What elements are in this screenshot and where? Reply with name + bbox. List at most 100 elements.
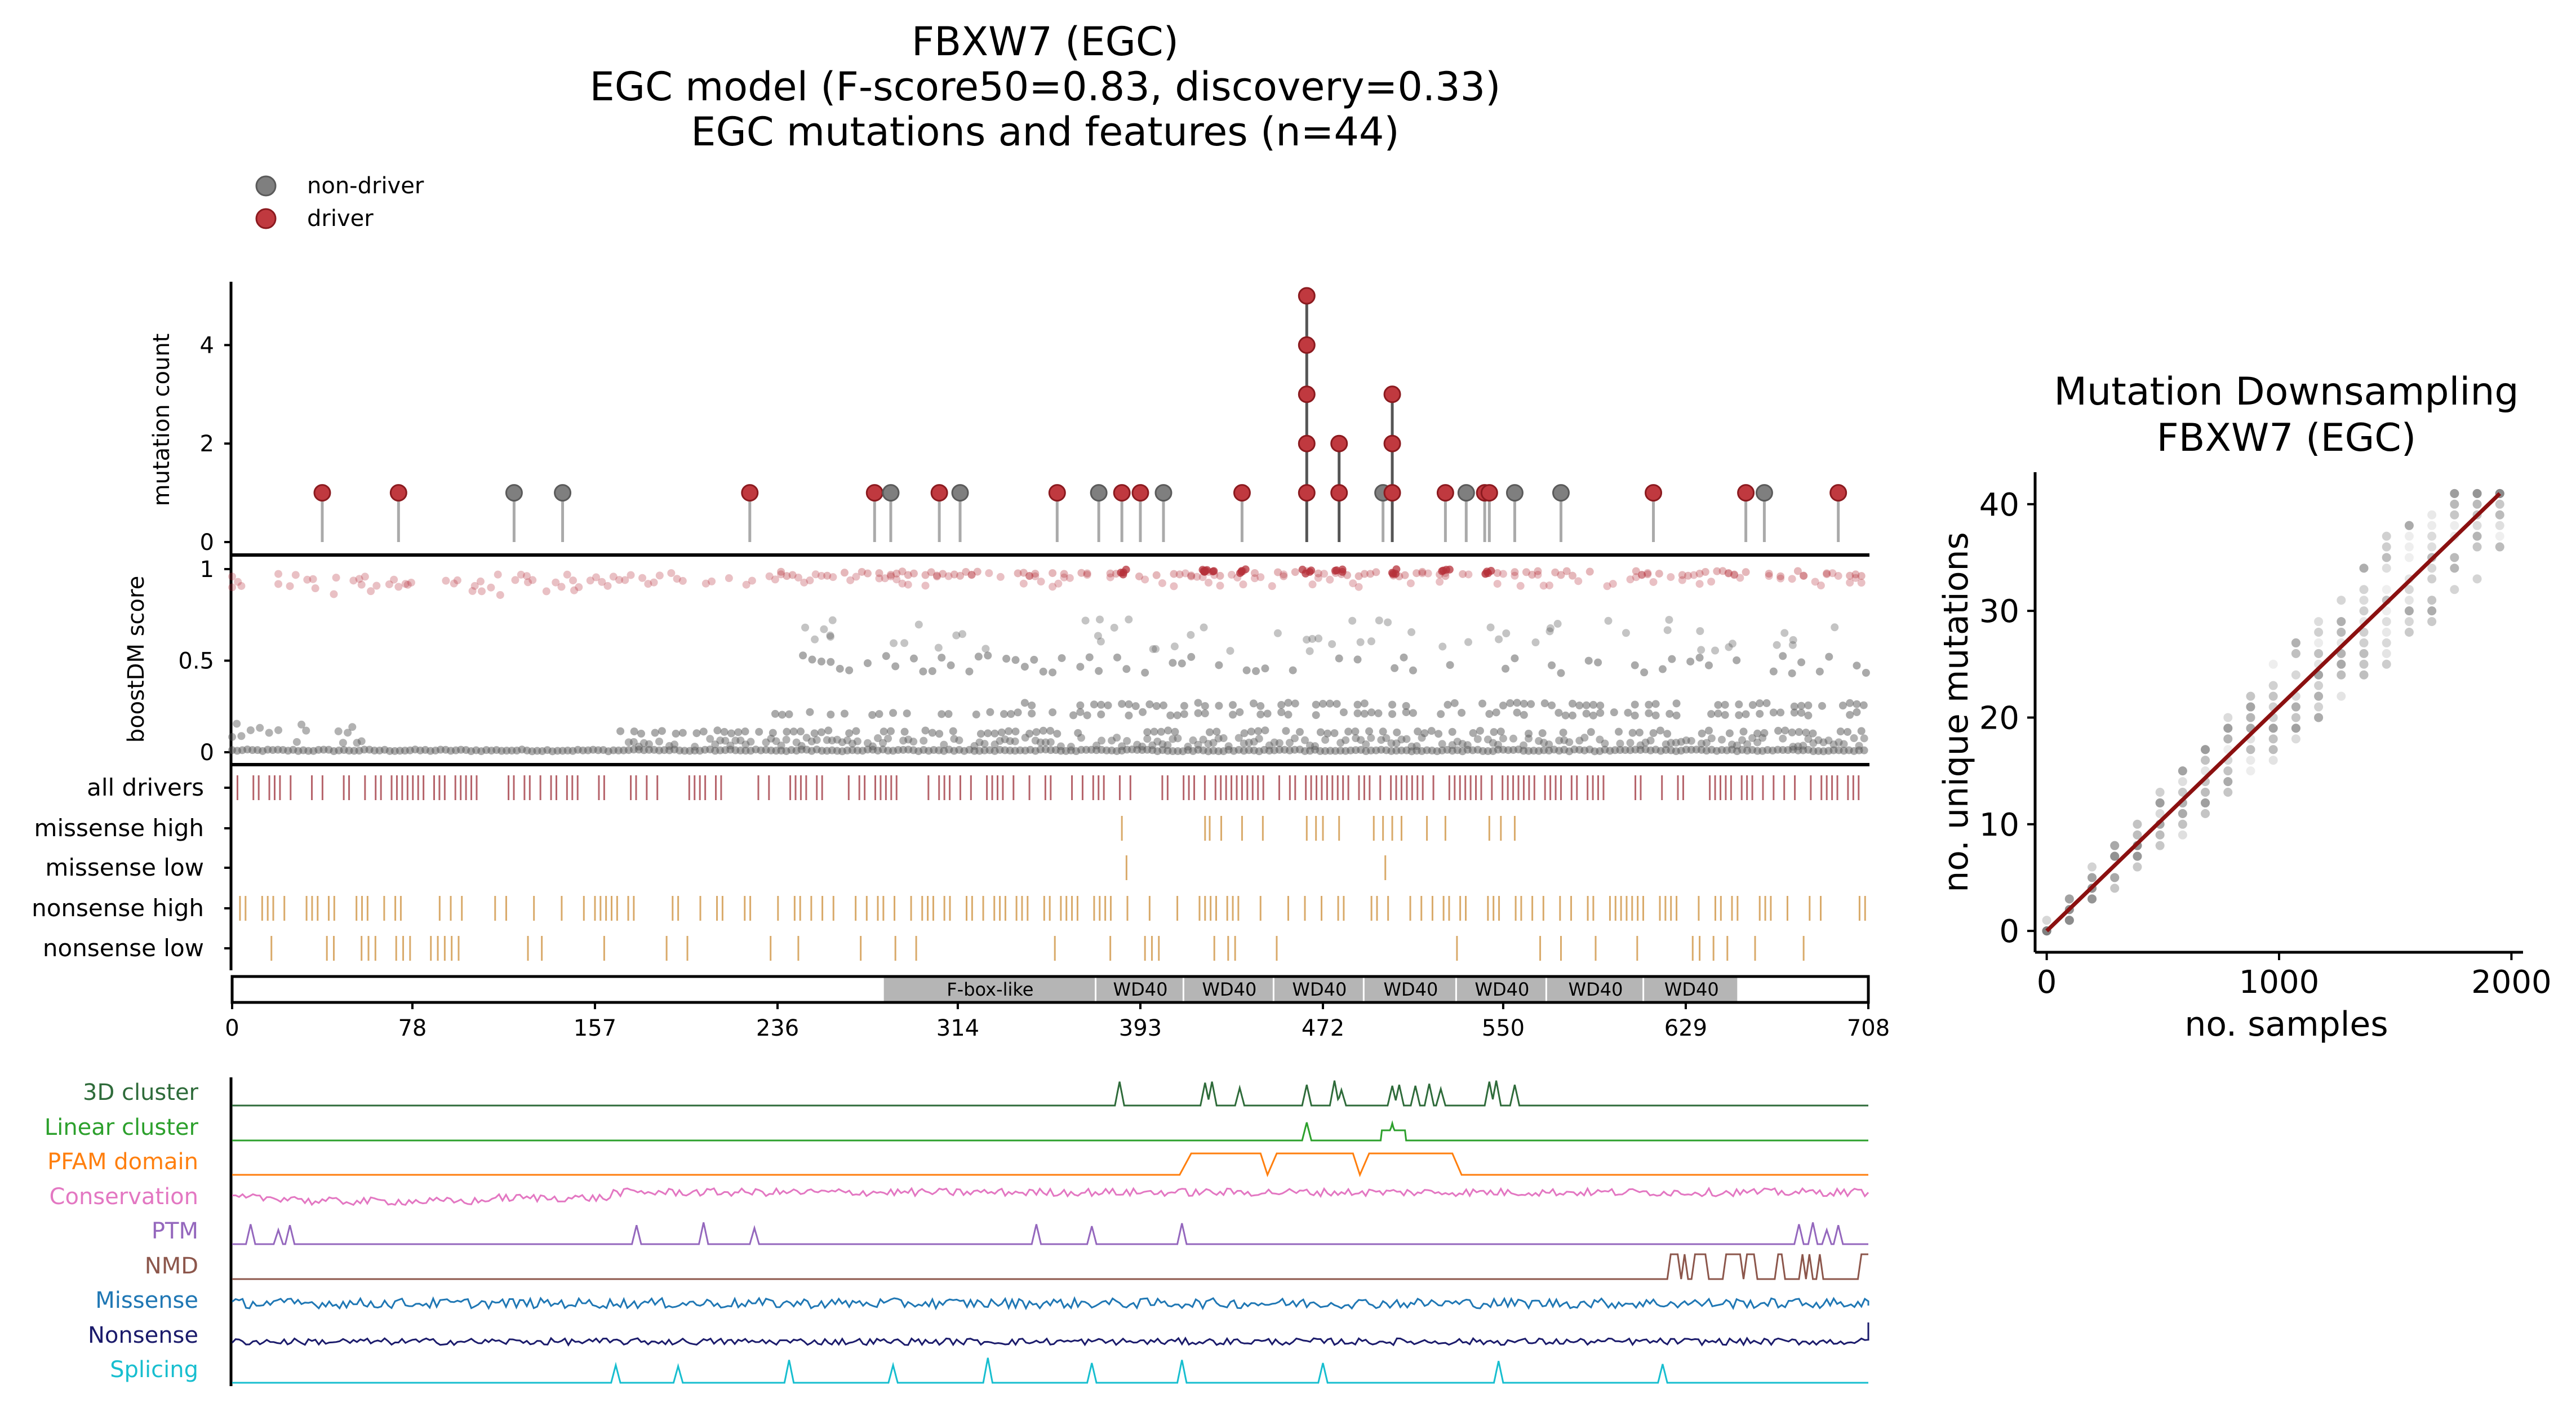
boostdm-point xyxy=(1445,565,1454,574)
downsampling-point xyxy=(2110,851,2120,861)
domain-label: WD40 xyxy=(1664,979,1719,1000)
boostdm-point xyxy=(1353,655,1362,664)
downsampling-point xyxy=(2110,841,2120,850)
downsampling-point xyxy=(2337,670,2346,680)
domain-box xyxy=(1547,978,1643,1001)
boostdm-point xyxy=(921,582,930,590)
downsampling-point xyxy=(2178,819,2187,829)
downsampling-point xyxy=(2133,862,2142,872)
boostdm-point xyxy=(1776,574,1785,583)
boostdm-point xyxy=(1531,638,1540,647)
boostdm-point xyxy=(1256,573,1265,582)
downsampling-point xyxy=(2450,510,2459,520)
boostdm-point xyxy=(939,570,947,578)
boostdm-point xyxy=(928,729,936,737)
boostdm-point xyxy=(1157,727,1165,736)
feature-lines xyxy=(231,1080,1869,1384)
boostdm-point xyxy=(524,578,532,587)
boostdm-point xyxy=(843,736,851,744)
boostdm-point xyxy=(1397,735,1406,744)
boostdm-point xyxy=(1135,572,1143,580)
boostdm-point xyxy=(349,576,358,585)
downsampling-point xyxy=(2472,489,2482,498)
downsampling-point xyxy=(2291,649,2300,658)
boostdm-point xyxy=(1330,729,1339,738)
boostdm-point xyxy=(673,575,681,583)
boostdm-point xyxy=(986,708,994,716)
downsampling-point xyxy=(2450,499,2459,509)
downsampling-point xyxy=(2359,585,2369,594)
boostdm-point xyxy=(234,578,242,586)
downsampling-point xyxy=(2178,809,2187,818)
boostdm-point xyxy=(1448,741,1456,749)
boostdm-point xyxy=(1400,653,1408,662)
downsampling-point xyxy=(2088,873,2097,882)
boostdm-point xyxy=(875,710,883,718)
boostdm-point xyxy=(974,652,983,661)
downsampling-point xyxy=(2110,851,2120,861)
boostdm-point xyxy=(1360,709,1369,718)
downsampling-point xyxy=(2359,649,2369,658)
boostdm-point xyxy=(1846,699,1854,707)
downsampling-y-tick-label: 30 xyxy=(1979,593,2019,630)
boostdm-point xyxy=(1178,659,1186,668)
downsampling-point xyxy=(2472,542,2482,552)
boostdm-point xyxy=(621,576,629,584)
boostdm-point xyxy=(985,569,993,578)
boostdm-point xyxy=(1802,729,1810,737)
boostdm-point xyxy=(1316,728,1325,736)
boostdm-point xyxy=(1690,571,1698,579)
downsampling-point xyxy=(2223,723,2233,733)
downsampling-point xyxy=(2450,553,2459,562)
boostdm-point xyxy=(1603,582,1611,591)
boostdm-point xyxy=(1502,629,1511,637)
downsampling-point xyxy=(2404,617,2414,627)
downsampling-point xyxy=(2268,723,2278,733)
downsampling-point xyxy=(2178,788,2187,797)
boostdm-point xyxy=(827,711,835,719)
downsampling-point xyxy=(2223,723,2233,733)
feature-labels: 3D cluster Linear cluster PFAM domain Conse… xyxy=(45,1080,199,1383)
boostdm-point xyxy=(1748,734,1757,742)
boostdm-point xyxy=(1247,727,1255,736)
boostdm-point xyxy=(1835,738,1843,747)
boostdm-point xyxy=(765,572,774,580)
boostdm-point xyxy=(1656,726,1664,735)
boostdm-point xyxy=(789,727,798,736)
downsampling-point xyxy=(2495,542,2504,552)
boostdm-point xyxy=(1444,700,1452,709)
downsampling-point xyxy=(2268,691,2278,701)
boostdm-point xyxy=(827,658,835,666)
boostdm-point xyxy=(670,740,679,749)
boostdm-point xyxy=(1153,738,1162,746)
boostdm-point xyxy=(909,738,918,746)
boostdm-point xyxy=(1388,710,1397,718)
boostdm-point xyxy=(898,579,907,588)
boostdm-point xyxy=(852,572,860,581)
boostdm-point xyxy=(921,726,930,735)
downsampling-point xyxy=(2223,777,2233,787)
boostdm-point xyxy=(1818,702,1826,710)
boostdm-point xyxy=(1855,742,1863,750)
boostdm-point xyxy=(725,574,733,583)
downsampling-point xyxy=(2427,596,2437,605)
boostdm-point xyxy=(881,574,889,583)
boostdm-point xyxy=(1668,655,1676,663)
boostdm-point xyxy=(1651,700,1660,708)
title-line-3: EGC mutations and features (n=44) xyxy=(691,109,1399,155)
boostdm-point xyxy=(991,740,999,749)
boostdm-point xyxy=(1213,727,1221,736)
boostdm-point xyxy=(1060,573,1068,582)
downsampling-point xyxy=(2314,702,2324,712)
boostdm-point xyxy=(1413,569,1421,578)
boostdm-point xyxy=(970,742,979,750)
boostdm-point xyxy=(1367,637,1375,646)
boostdm-point xyxy=(1582,701,1591,709)
boostdm-point xyxy=(645,740,653,748)
boostdm-point xyxy=(1323,729,1332,738)
boostdm-point xyxy=(935,730,944,738)
downsampling-point xyxy=(2201,798,2210,807)
boostdm-point xyxy=(1046,726,1054,735)
needle-head xyxy=(313,484,331,502)
boostdm-point xyxy=(357,737,366,745)
